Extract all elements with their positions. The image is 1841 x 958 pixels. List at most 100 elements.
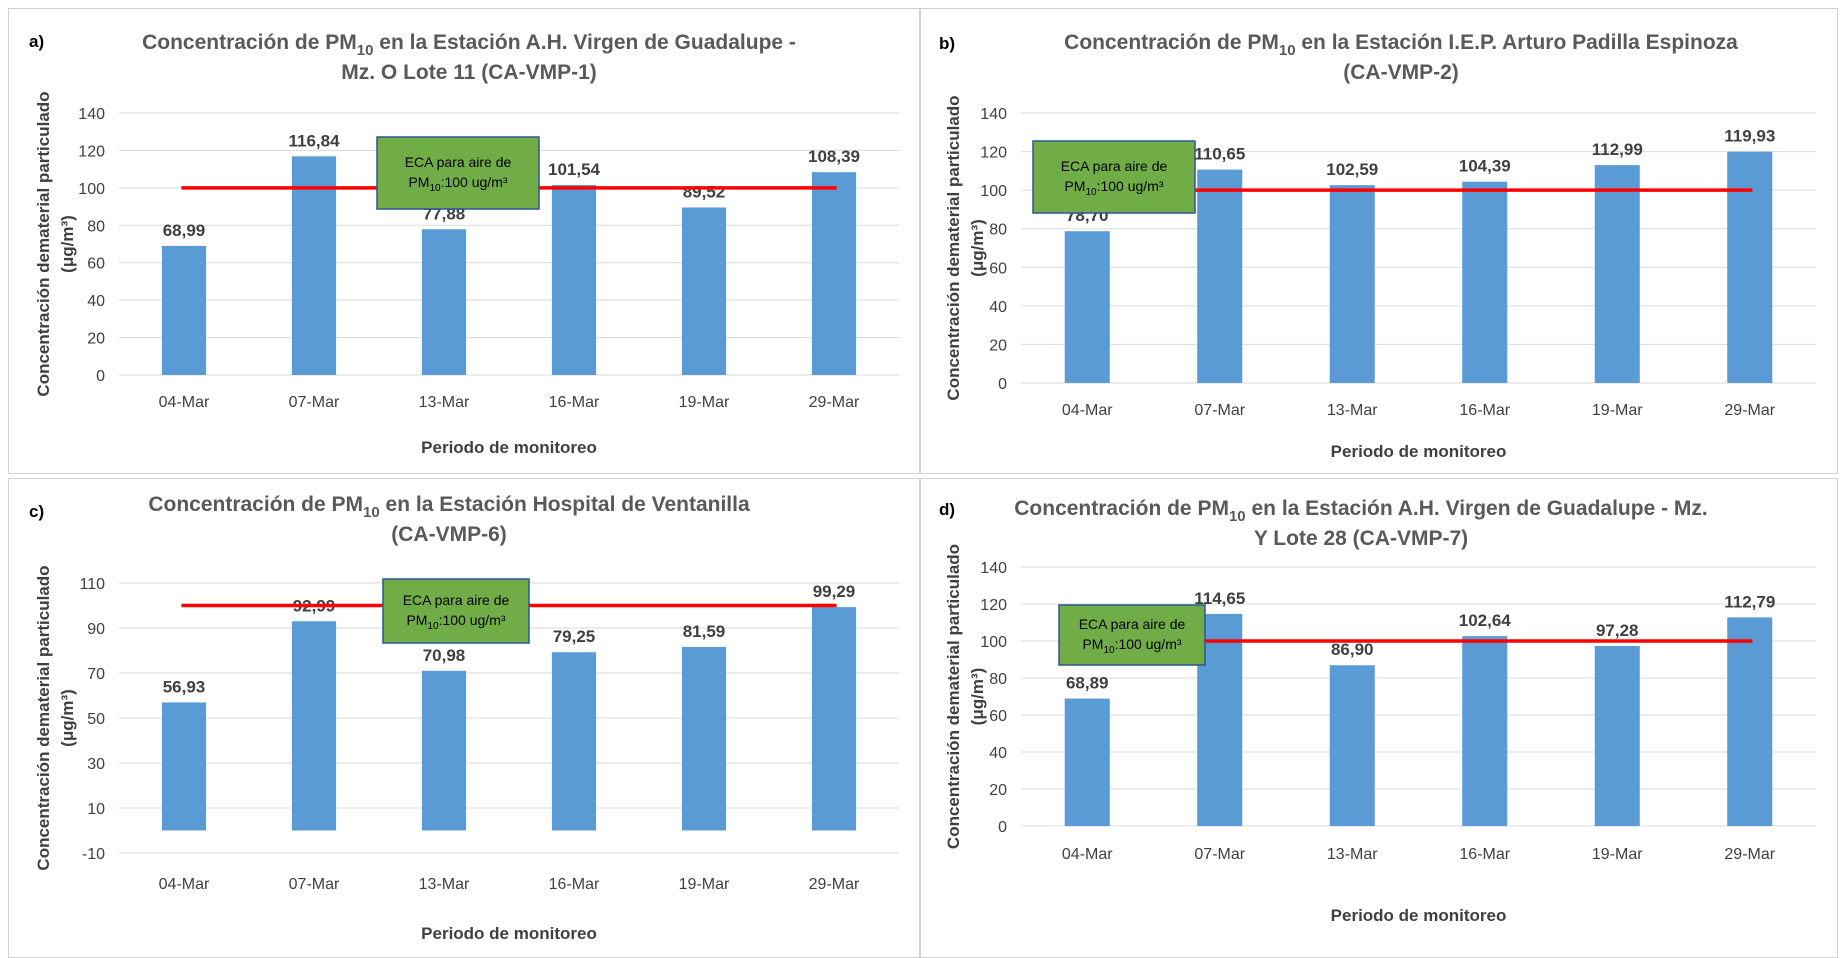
chart-b-svg: b) Concentración de PM10 en la Estación I…	[939, 31, 1816, 461]
y-tick-label: 0	[998, 376, 1007, 393]
y-tick-label: 100	[78, 181, 105, 198]
y-tick-label: 20	[989, 782, 1007, 799]
bar	[1197, 169, 1243, 383]
y-axis-unit-label: (μg/m³)	[968, 219, 987, 277]
x-tick-label: 29-Mar	[1724, 402, 1775, 419]
y-tick-label: 90	[87, 621, 105, 638]
data-label: 102,64	[1459, 611, 1512, 630]
x-tick-label: 04-Mar	[159, 876, 210, 893]
bar	[1594, 646, 1640, 826]
y-tick-label: 60	[989, 708, 1007, 725]
y-tick-label: 140	[980, 560, 1007, 577]
chart-title: Concentración de PM10 en la Estación A.H…	[142, 31, 796, 59]
x-tick-label: 07-Mar	[289, 394, 340, 411]
x-tick-label: 07-Mar	[289, 876, 340, 893]
data-label: 104,39	[1459, 157, 1511, 176]
data-label: 70,98	[423, 646, 466, 665]
bar	[1064, 231, 1110, 383]
y-tick-label: 20	[989, 337, 1007, 354]
data-label: 112,79	[1724, 592, 1775, 611]
reference-callout-box	[1058, 604, 1206, 666]
panel-label: b)	[939, 34, 955, 53]
data-label: 81,59	[683, 622, 726, 641]
x-tick-label: 19-Mar	[1592, 846, 1643, 863]
data-label: 99,29	[813, 582, 856, 601]
bar	[1727, 617, 1773, 826]
y-tick-label: 120	[980, 145, 1007, 162]
y-tick-label: -10	[82, 846, 105, 863]
x-tick-label: 13-Mar	[419, 876, 470, 893]
x-tick-label: 07-Mar	[1194, 402, 1245, 419]
bar	[291, 621, 337, 831]
x-tick-label: 16-Mar	[1459, 846, 1510, 863]
reference-callout-line2: PM10:100 ug/m³	[1082, 636, 1181, 656]
y-tick-label: 120	[78, 143, 105, 160]
y-tick-label: 0	[96, 368, 105, 385]
x-tick-label: 29-Mar	[1724, 846, 1775, 863]
y-tick-label: 0	[998, 819, 1007, 836]
y-tick-label: 120	[980, 597, 1007, 614]
data-label: 101,54	[548, 160, 601, 179]
y-tick-label: 40	[989, 299, 1007, 316]
reference-callout-box	[382, 578, 530, 644]
chart-a-svg: a) Concentración de PM10 en la Estación A…	[29, 31, 899, 457]
data-label: 102,59	[1326, 160, 1378, 179]
x-tick-label: 04-Mar	[1062, 846, 1113, 863]
bar	[421, 670, 467, 831]
x-tick-label: 13-Mar	[419, 394, 470, 411]
x-tick-label: 16-Mar	[549, 876, 600, 893]
bar	[161, 702, 207, 831]
chart-title-line2: (CA-VMP-6)	[391, 523, 507, 546]
reference-callout-box	[376, 136, 540, 210]
x-tick-label: 13-Mar	[1327, 846, 1378, 863]
bar	[1727, 151, 1773, 383]
y-tick-label: 80	[87, 218, 105, 235]
x-tick-label: 07-Mar	[1194, 846, 1245, 863]
x-tick-label: 19-Mar	[679, 876, 730, 893]
data-label: 56,93	[163, 677, 206, 696]
y-axis-label: Concentración dematerial particulado	[34, 91, 53, 396]
bar	[1329, 185, 1375, 383]
y-tick-label: 80	[989, 222, 1007, 239]
y-axis-unit-label: (μg/m³)	[58, 215, 77, 273]
data-label: 97,28	[1596, 621, 1639, 640]
data-label: 112,99	[1592, 140, 1643, 159]
bar	[1594, 165, 1640, 383]
x-tick-label: 19-Mar	[679, 394, 730, 411]
bar	[811, 172, 857, 375]
panel-label: d)	[939, 500, 955, 519]
chart-d-svg: d) Concentración de PM10 en la Estación A…	[939, 497, 1816, 925]
data-label: 79,25	[553, 627, 596, 646]
bar	[551, 184, 597, 375]
data-label: 68,99	[163, 221, 206, 240]
data-label: 108,39	[808, 147, 860, 166]
bar	[1462, 636, 1508, 826]
data-label: 116,84	[288, 131, 340, 150]
chart-title-line2: Y Lote 28 (CA-VMP-7)	[1254, 527, 1468, 550]
bar	[161, 245, 207, 375]
y-axis-label: Concentración dematerial particulado	[944, 544, 963, 849]
chart-title: Concentración de PM10 en la Estación A.H…	[1014, 497, 1707, 525]
reference-callout-line1: ECA para aire de	[1061, 158, 1168, 174]
x-tick-label: 04-Mar	[1062, 402, 1113, 419]
chart-title-line2: Mz. O Lote 11 (CA-VMP-1)	[341, 61, 597, 84]
y-tick-label: 60	[87, 256, 105, 273]
panel-label: c)	[29, 502, 44, 521]
chart-title-line2: (CA-VMP-2)	[1343, 61, 1459, 84]
data-label: 89,52	[683, 182, 726, 201]
y-tick-label: 40	[87, 293, 105, 310]
y-tick-label: 140	[78, 106, 105, 123]
y-tick-label: 10	[87, 801, 105, 818]
reference-callout-line2: PM10:100 ug/m³	[408, 174, 507, 194]
y-tick-label: 140	[980, 106, 1007, 123]
y-tick-label: 30	[87, 756, 105, 773]
chart-c-svg: c) Concentración de PM10 en la Estación H…	[29, 493, 899, 943]
y-tick-label: 100	[980, 634, 1007, 651]
y-tick-label: 40	[989, 745, 1007, 762]
x-tick-label: 29-Mar	[809, 394, 860, 411]
y-tick-label: 50	[87, 711, 105, 728]
bar	[811, 607, 857, 831]
bar	[681, 207, 727, 375]
chart-title: Concentración de PM10 en la Estación I.E…	[1064, 31, 1738, 59]
x-tick-label: 13-Mar	[1327, 402, 1378, 419]
